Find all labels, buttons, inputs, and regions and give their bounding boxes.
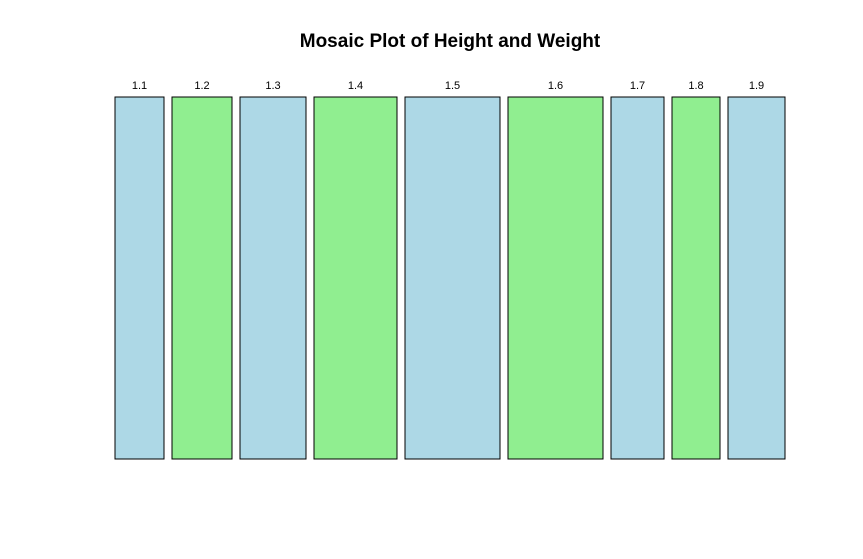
mosaic-tile-1.2 [171,96,233,460]
mosaic-tile-1.1 [114,96,165,460]
mosaic-tile-1.4 [313,96,398,460]
category-label: 1.2 [194,80,209,92]
category-label: 1.5 [445,80,460,92]
mosaic-tile-1.3 [239,96,307,460]
mosaic-tiles [114,96,786,460]
category-label: 1.6 [548,80,563,92]
category-labels: 1.1 1.2 1.3 1.4 1.5 1.6 1.7 1.8 1.9 [132,80,764,92]
category-label: 1.7 [630,80,645,92]
category-label: 1.8 [688,80,703,92]
chart-title: Mosaic Plot of Height and Weight [300,31,601,52]
category-label: 1.4 [348,80,363,92]
category-label: 1.1 [132,80,147,92]
category-label: 1.9 [749,80,764,92]
mosaic-tile-1.6 [507,96,604,460]
mosaic-tile-1.9 [727,96,786,460]
category-label: 1.3 [265,80,280,92]
mosaic-tile-1.5 [404,96,501,460]
mosaic-tile-1.8 [671,96,721,460]
mosaic-tile-1.7 [610,96,665,460]
